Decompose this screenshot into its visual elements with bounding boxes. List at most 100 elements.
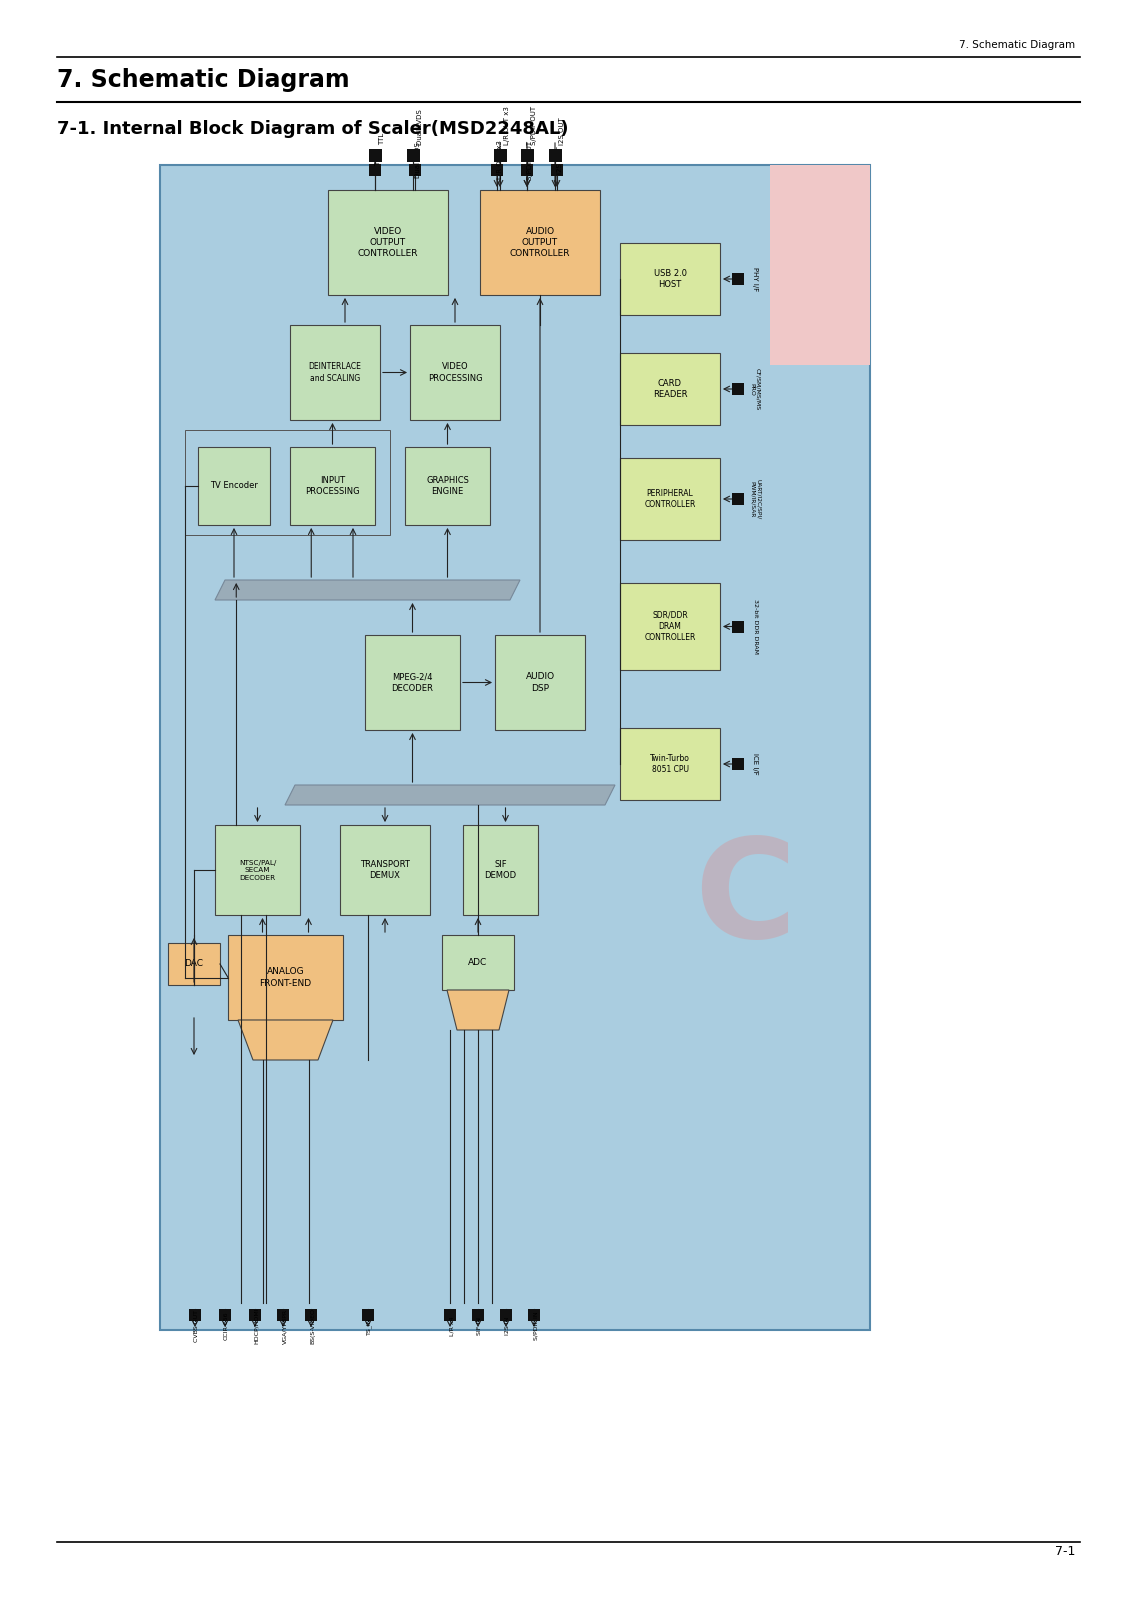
Bar — [620, 354, 720, 426]
Bar — [277, 1309, 289, 1322]
Text: PERIPHERAL
CONTROLLER: PERIPHERAL CONTROLLER — [644, 490, 696, 509]
Bar — [620, 458, 720, 541]
Text: CARD
READER: CARD READER — [653, 379, 687, 398]
Bar — [521, 165, 533, 176]
Text: VIDEO
OUTPUT
CONTROLLER: VIDEO OUTPUT CONTROLLER — [358, 227, 418, 258]
Bar — [362, 1309, 374, 1322]
Text: USB 2.0
HOST: USB 2.0 HOST — [653, 269, 686, 290]
Text: I2S IN: I2S IN — [505, 1317, 511, 1334]
Bar — [290, 325, 380, 419]
Bar — [198, 446, 271, 525]
Bar — [409, 165, 421, 176]
Bar — [480, 190, 600, 294]
Text: ICE I/F: ICE I/F — [752, 754, 758, 774]
Bar — [732, 382, 744, 395]
Bar — [732, 274, 744, 285]
Bar — [290, 446, 375, 525]
Bar — [410, 325, 500, 419]
Bar — [491, 165, 503, 176]
Text: ANALOG
FRONT-END: ANALOG FRONT-END — [259, 968, 311, 987]
Bar — [365, 635, 460, 730]
Text: CF/SM/MS/MS
PRO: CF/SM/MS/MS PRO — [749, 368, 761, 410]
Bar — [328, 190, 448, 294]
Text: HDCP/HDMI: HDCP/HDMI — [254, 1307, 259, 1344]
Text: TV Encoder: TV Encoder — [211, 482, 258, 491]
Bar — [549, 149, 561, 162]
Polygon shape — [285, 786, 615, 805]
Polygon shape — [447, 990, 509, 1030]
Text: S/PDIF OUT: S/PDIF OUT — [531, 106, 537, 146]
Text: SIF IN: SIF IN — [477, 1317, 482, 1334]
Bar — [160, 165, 871, 1330]
Text: BS(S-VIDEO: BS(S-VIDEO — [310, 1309, 315, 1344]
Text: SDR/DDR
DRAM
CONTROLLER: SDR/DDR DRAM CONTROLLER — [644, 611, 696, 642]
Text: MPEG-2/4
DECODER: MPEG-2/4 DECODER — [392, 672, 434, 693]
Bar — [340, 826, 430, 915]
Bar — [228, 934, 343, 1021]
Text: TS_IN: TS_IN — [367, 1317, 372, 1334]
Bar — [521, 149, 533, 162]
Text: DEINTERLACE
and SCALING: DEINTERLACE and SCALING — [309, 363, 361, 382]
Bar — [189, 1309, 201, 1322]
Text: DAC: DAC — [185, 960, 204, 968]
Bar — [441, 934, 514, 990]
Text: Dual LVDS: Dual LVDS — [417, 109, 423, 146]
Text: L/R x4: L/R x4 — [449, 1317, 454, 1336]
Bar — [528, 1309, 540, 1322]
Text: 32-bit DDR DRAM: 32-bit DDR DRAM — [753, 598, 757, 654]
Text: Twin-Turbo
8051 CPU: Twin-Turbo 8051 CPU — [650, 754, 689, 774]
Text: CCIR-656: CCIR-656 — [224, 1312, 229, 1341]
Bar — [620, 582, 720, 670]
Bar — [500, 1309, 512, 1322]
Text: CVBS OUT: CVBS OUT — [194, 1310, 199, 1342]
Text: NTSC/PAL/
SECAM
DECODER: NTSC/PAL/ SECAM DECODER — [239, 859, 276, 880]
Text: INPUT
PROCESSING: INPUT PROCESSING — [306, 475, 360, 496]
Bar — [444, 1309, 456, 1322]
Bar — [732, 621, 744, 632]
Bar — [732, 758, 744, 770]
Text: I2S OUT: I2S OUT — [557, 146, 563, 174]
Text: ADC: ADC — [469, 958, 488, 966]
Bar — [494, 149, 506, 162]
Text: S/PDIF IN: S/PDIF IN — [533, 1312, 538, 1341]
Text: TTL: TTL — [375, 154, 381, 166]
Text: GRAPHICS
ENGINE: GRAPHICS ENGINE — [426, 475, 469, 496]
Text: AUDIO
DSP: AUDIO DSP — [525, 672, 555, 693]
Bar — [551, 165, 563, 176]
Bar — [369, 165, 381, 176]
Text: PHY I/F: PHY I/F — [752, 267, 758, 291]
Bar — [406, 149, 420, 162]
Text: 7-1: 7-1 — [1055, 1546, 1075, 1558]
Text: S/PDIF OUT: S/PDIF OUT — [528, 141, 533, 179]
Bar — [405, 446, 490, 525]
Bar — [732, 493, 744, 506]
Bar — [215, 826, 300, 915]
Bar — [495, 635, 585, 730]
Bar — [770, 165, 871, 365]
Text: C: C — [694, 832, 796, 968]
Text: SIF
DEMOD: SIF DEMOD — [484, 859, 516, 880]
Text: VGA/YPBPR: VGA/YPBPR — [282, 1309, 288, 1344]
Bar — [620, 243, 720, 315]
Text: VIDEO
PROCESSING: VIDEO PROCESSING — [428, 363, 482, 382]
Bar — [305, 1309, 317, 1322]
Text: AUDIO
OUTPUT
CONTROLLER: AUDIO OUTPUT CONTROLLER — [509, 227, 571, 258]
Bar — [249, 1309, 261, 1322]
Text: I2S OUT: I2S OUT — [559, 117, 565, 146]
Bar — [620, 728, 720, 800]
Bar — [168, 942, 220, 986]
Text: 7. Schematic Diagram: 7. Schematic Diagram — [57, 67, 350, 91]
Text: L/R OUT x3: L/R OUT x3 — [497, 141, 503, 179]
Bar — [369, 149, 381, 162]
Bar — [218, 1309, 231, 1322]
Text: TRANSPORT
DEMUX: TRANSPORT DEMUX — [360, 859, 410, 880]
Bar — [472, 1309, 484, 1322]
Bar — [463, 826, 538, 915]
Text: UART/I2C/SPI/
PWM/IR/SAR: UART/I2C/SPI/ PWM/IR/SAR — [749, 478, 761, 518]
Text: TTL: TTL — [379, 133, 385, 146]
Text: 7. Schematic Diagram: 7. Schematic Diagram — [959, 40, 1075, 50]
Text: L/R OUT x3: L/R OUT x3 — [504, 106, 511, 146]
Polygon shape — [215, 579, 520, 600]
Text: 7-1. Internal Block Diagram of Scaler(MSD2248AL): 7-1. Internal Block Diagram of Scaler(MS… — [57, 120, 568, 138]
Polygon shape — [238, 1021, 333, 1059]
